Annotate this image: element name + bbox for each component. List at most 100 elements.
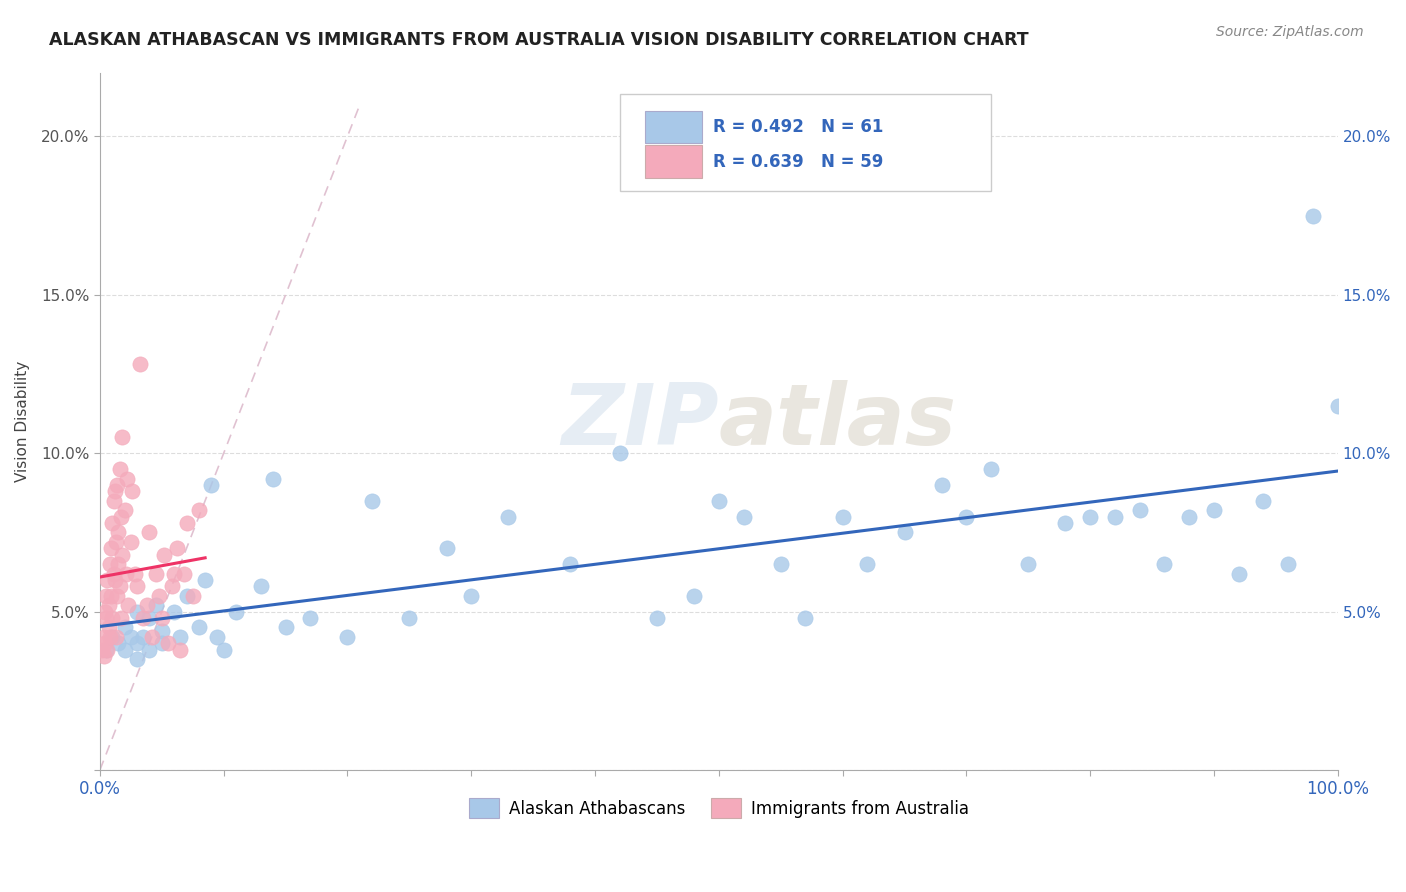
Point (110, 509, 132, 524)
Point (132, 611, 155, 625)
Point (93, 630, 115, 644)
Point (103, 493, 125, 508)
Point (132, 630, 155, 644)
Point (931, 478, 953, 492)
Point (176, 589, 198, 603)
Point (148, 589, 170, 603)
FancyBboxPatch shape (644, 145, 702, 178)
Point (460, 589, 482, 603)
Text: Source: ZipAtlas.com: Source: ZipAtlas.com (1216, 25, 1364, 39)
Point (299, 611, 322, 625)
Point (1104, 509, 1126, 524)
Point (733, 509, 755, 524)
Point (398, 611, 420, 625)
Point (176, 516, 198, 530)
Point (94, 636, 117, 650)
Point (1153, 557, 1175, 571)
Point (707, 493, 730, 508)
Point (160, 579, 183, 593)
Point (163, 566, 186, 581)
Point (136, 599, 159, 613)
Point (169, 630, 191, 644)
Point (125, 636, 148, 650)
Point (1054, 516, 1077, 530)
Point (100, 589, 122, 603)
Point (200, 478, 222, 492)
Point (166, 541, 188, 556)
Point (94, 589, 117, 603)
Point (169, 642, 191, 657)
Point (187, 503, 209, 517)
Point (101, 516, 124, 530)
Point (1302, 209, 1324, 223)
Point (262, 471, 284, 485)
Point (153, 548, 176, 562)
Point (103, 566, 125, 581)
Point (1129, 503, 1152, 517)
Point (108, 579, 131, 593)
Point (107, 525, 129, 540)
Point (125, 652, 148, 666)
Point (120, 630, 142, 644)
Point (110, 611, 132, 625)
Point (141, 630, 163, 644)
Point (94, 611, 117, 625)
Y-axis label: Vision Disability: Vision Disability (15, 361, 30, 482)
Point (104, 484, 127, 499)
Point (207, 630, 229, 644)
Text: R = 0.492   N = 61: R = 0.492 N = 61 (713, 118, 883, 136)
Point (98, 630, 121, 644)
Point (187, 620, 209, 634)
Point (117, 599, 139, 613)
Point (609, 446, 631, 460)
Point (980, 462, 1002, 476)
Point (94, 605, 117, 619)
Point (250, 579, 273, 593)
Point (1277, 557, 1299, 571)
Point (1227, 566, 1250, 581)
Point (107, 636, 129, 650)
Point (104, 630, 127, 644)
Point (101, 611, 124, 625)
Point (683, 589, 706, 603)
Point (173, 566, 195, 581)
Point (96, 573, 118, 587)
Point (125, 605, 148, 619)
Text: ALASKAN ATHABASCAN VS IMMIGRANTS FROM AUSTRALIA VISION DISABILITY CORRELATION CH: ALASKAN ATHABASCAN VS IMMIGRANTS FROM AU… (49, 31, 1029, 49)
Point (120, 534, 142, 549)
Point (104, 573, 127, 587)
Point (212, 642, 235, 657)
Point (105, 478, 128, 492)
Point (114, 620, 136, 634)
Point (111, 430, 134, 444)
Point (831, 509, 853, 524)
Point (181, 589, 204, 603)
Point (93, 648, 115, 663)
Point (1017, 557, 1039, 571)
Point (150, 611, 173, 625)
Point (115, 566, 138, 581)
Point (560, 557, 582, 571)
Point (163, 605, 186, 619)
Point (121, 484, 143, 499)
Point (108, 462, 131, 476)
Point (955, 509, 977, 524)
Point (1078, 509, 1101, 524)
Point (769, 557, 792, 571)
Point (194, 573, 217, 587)
Point (856, 557, 879, 571)
Legend: Alaskan Athabascans, Immigrants from Australia: Alaskan Athabascans, Immigrants from Aus… (463, 792, 976, 824)
Point (98, 557, 121, 571)
Point (145, 599, 167, 613)
Point (125, 579, 148, 593)
Point (150, 636, 173, 650)
Point (124, 566, 146, 581)
Point (225, 605, 247, 619)
Point (91, 642, 114, 657)
Point (361, 493, 384, 508)
Point (114, 503, 136, 517)
Point (156, 636, 179, 650)
Point (1202, 503, 1225, 517)
Point (1253, 493, 1275, 508)
Point (111, 548, 134, 562)
